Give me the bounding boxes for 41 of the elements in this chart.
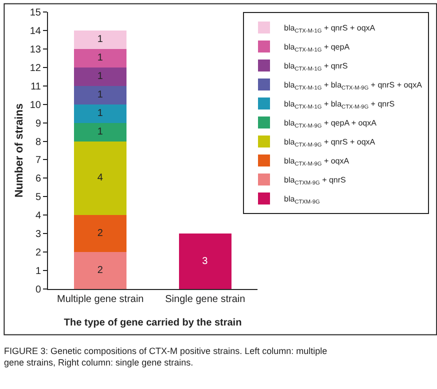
y-tick-label: 13 — [30, 44, 42, 56]
y-tick-label: 0 — [35, 284, 42, 296]
x-tick-label: Multiple gene strain — [57, 294, 144, 305]
legend-label: bla$_{CTX-M-1G}$ + qepA — [284, 42, 350, 54]
y-tick-label: 4 — [35, 210, 42, 222]
data-label: 3 — [202, 256, 208, 267]
data-label: 1 — [97, 108, 104, 120]
y-tick-label: 5 — [35, 192, 42, 204]
y-tick-label: 9 — [35, 118, 42, 130]
data-label: 1 — [97, 52, 104, 64]
data-label: 1 — [97, 34, 104, 46]
legend-label: bla$_{CTX-M-1G}$ + bla$_{CTX-M-9G}$ + qnrS — [284, 100, 395, 110]
x-axis-title: The type of gene carried by the strain — [64, 318, 242, 328]
y-tick-label: 6 — [35, 174, 42, 185]
y-axis-title: Number of strains — [14, 103, 26, 198]
data-label: 4 — [97, 172, 104, 184]
y-tick-label: 10 — [30, 100, 42, 111]
legend-label: bla$_{CTX-M-1G}$ + bla$_{CTX-M-9G}$ + qnrS + oqxA — [284, 80, 423, 92]
legend-label: bla$_{CTX-M-9G}$ + qepA + oqxA — [284, 118, 378, 130]
data-label: 2 — [97, 228, 104, 240]
y-tick-label: 3 — [35, 229, 42, 240]
legend-label: bla$_{CTX-M-1G}$ + qnrS + oqxA — [284, 24, 376, 34]
legend-label: bla$_{CTX-M-9G}$ + oqxA — [284, 156, 350, 168]
y-tick-label: 1 — [35, 266, 42, 278]
data-label: 1 — [97, 71, 104, 82]
data-label: 1 — [97, 126, 104, 138]
caption: FIGURE 3: Genetic compositions of CTX-M positive strains. Left column: multiple gene strains, Right column: single gene strains. — [4, 346, 328, 368]
data-label: 2 — [97, 265, 104, 276]
y-tick-label: 7 — [35, 155, 42, 166]
y-tick-label: 12 — [30, 62, 42, 74]
legend-label: bla$_{CTXM-9G}$ + qnrS — [284, 176, 346, 186]
y-tick-label: 15 — [30, 8, 42, 18]
y-tick-label: 8 — [35, 136, 42, 148]
legend-label: bla$_{CTX-M-9G}$ + qnrS + oqxA — [284, 138, 376, 148]
y-tick-label: 11 — [30, 81, 42, 92]
y-tick-label: 2 — [35, 248, 42, 259]
legend-label: bla$_{CTXM-9G}$ — [284, 194, 320, 206]
legend-label: bla$_{CTX-M-1G}$ + qnrS — [284, 62, 348, 72]
data-label: 1 — [97, 90, 104, 101]
y-tick-label: 14 — [30, 26, 42, 37]
x-tick-label: Single gene strain — [165, 294, 246, 305]
